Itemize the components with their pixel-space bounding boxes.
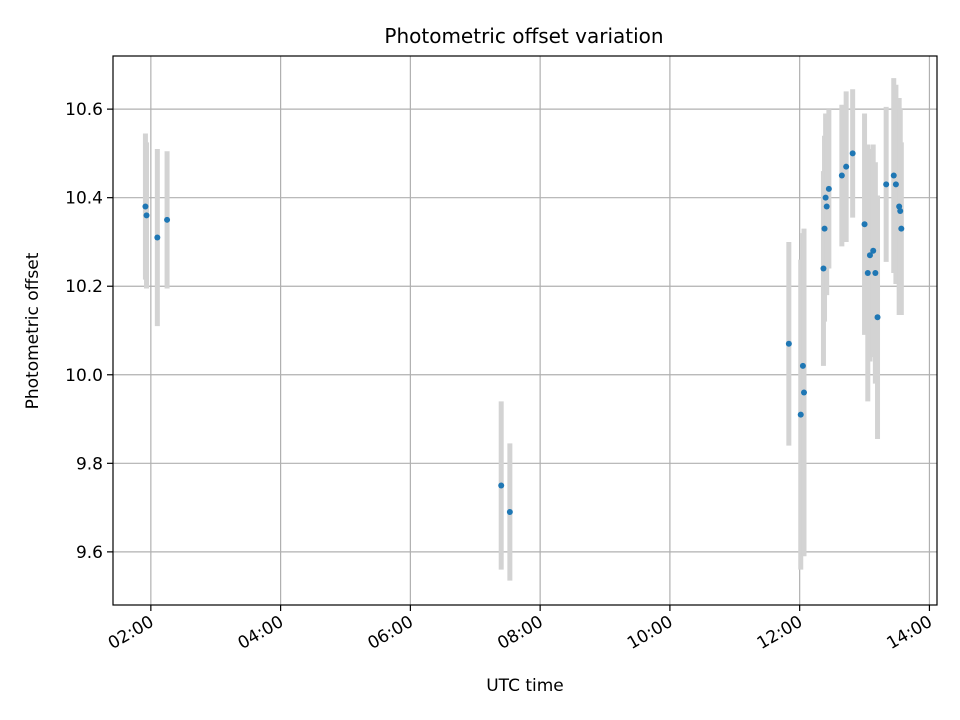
data-point <box>142 203 149 210</box>
data-point <box>785 340 792 347</box>
data-point <box>164 216 171 223</box>
y-tick-label: 10.4 <box>65 189 103 209</box>
data-point <box>800 389 807 396</box>
data-point <box>820 265 827 272</box>
data-point <box>874 314 881 321</box>
data-point <box>864 269 871 276</box>
plot-frame <box>112 55 938 606</box>
data-point <box>870 247 877 254</box>
data-point <box>506 509 513 516</box>
data-point <box>898 225 905 232</box>
data-point <box>799 362 806 369</box>
data-point <box>866 252 873 259</box>
data-point <box>897 207 904 214</box>
data-point <box>825 185 832 192</box>
data-points <box>142 150 905 516</box>
data-point <box>849 150 856 157</box>
y-axis-label: Photometric offset <box>23 252 43 409</box>
data-point <box>822 194 829 201</box>
data-point <box>861 221 868 228</box>
y-tick-label: 10.6 <box>65 100 103 120</box>
data-point <box>872 269 879 276</box>
data-point <box>883 181 890 188</box>
data-point <box>838 172 845 179</box>
y-tick-label: 9.8 <box>76 454 103 474</box>
y-tick-label: 10.0 <box>65 366 103 386</box>
y-axis-ticks: 9.6 9.8 10.0 10.2 10.4 10.6 <box>65 100 113 563</box>
y-tick-label: 9.6 <box>76 543 103 563</box>
data-point <box>797 411 804 418</box>
data-point <box>892 181 899 188</box>
data-point <box>823 203 830 210</box>
data-point <box>143 212 150 219</box>
data-point <box>843 163 850 170</box>
chart-title: Photometric offset variation <box>384 24 663 48</box>
data-point <box>890 172 897 179</box>
y-tick-label: 10.2 <box>65 277 103 297</box>
data-point <box>498 482 505 489</box>
data-point <box>154 234 161 241</box>
x-axis-label: UTC time <box>486 676 564 696</box>
data-point <box>821 225 828 232</box>
